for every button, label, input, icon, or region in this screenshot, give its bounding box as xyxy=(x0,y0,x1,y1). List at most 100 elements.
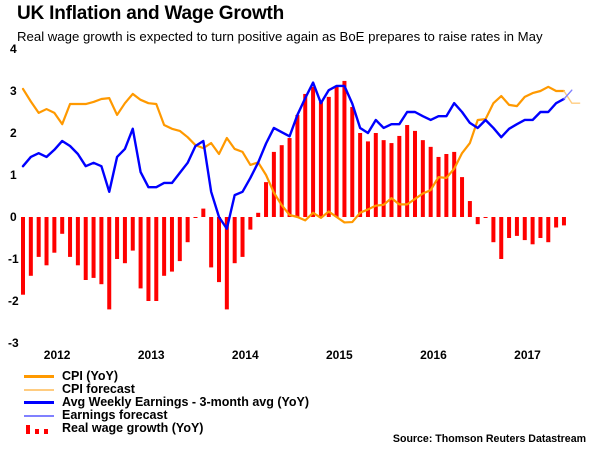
real-wage-bar xyxy=(365,141,370,217)
x-tick-label: 2015 xyxy=(326,348,353,362)
legend-label-earnings: Avg Weekly Earnings - 3-month avg (YoY) xyxy=(62,395,310,409)
y-tick-label: -2 xyxy=(8,294,19,308)
y-tick-label: 4 xyxy=(10,42,17,56)
real-wage-bars xyxy=(21,80,566,310)
real-wage-bar xyxy=(224,217,229,310)
real-wage-bar xyxy=(373,133,378,217)
x-axis-ticks: 2012 2013 2014 2015 2016 2017 xyxy=(44,348,541,362)
real-wage-bar xyxy=(75,217,80,266)
series-lines xyxy=(21,81,581,230)
real-wage-bar xyxy=(154,217,159,301)
real-wage-bar xyxy=(44,217,49,266)
source-note: Source: Thomson Reuters Datastream xyxy=(392,433,586,445)
earnings-forecast-line xyxy=(563,89,573,100)
real-wage-bar xyxy=(381,140,386,217)
real-wage-bar xyxy=(177,217,182,262)
real-wage-bar xyxy=(530,217,535,245)
real-wage-bar xyxy=(538,217,543,238)
real-wage-bar xyxy=(460,177,465,217)
real-wage-bar xyxy=(68,217,73,257)
real-wage-bar xyxy=(334,86,339,217)
real-wage-bar xyxy=(36,217,41,257)
legend-item-earnings-forecast: Earnings forecast xyxy=(22,409,309,422)
legend-label-real-wage: Real wage growth (YoY) xyxy=(62,421,204,435)
real-wage-bar xyxy=(21,217,25,295)
legend-swatch-real-wage xyxy=(22,422,54,435)
real-wage-bar xyxy=(318,101,323,217)
x-tick-label: 2017 xyxy=(514,348,541,362)
real-wage-bar xyxy=(271,151,276,217)
y-tick-label: -3 xyxy=(8,336,19,350)
real-wage-bar xyxy=(146,217,151,301)
real-wage-bar xyxy=(115,217,120,259)
real-wage-bar xyxy=(475,217,480,225)
legend-label-cpi-forecast: CPI forecast xyxy=(62,382,135,396)
real-wage-bar xyxy=(350,106,355,217)
chart-title: UK Inflation and Wage Growth xyxy=(17,3,285,24)
real-wage-bar xyxy=(491,217,496,243)
real-wage-bar xyxy=(295,114,300,217)
real-wage-bar xyxy=(554,217,559,228)
legend-label-cpi: CPI (YoY) xyxy=(62,369,119,383)
y-tick-label: 0 xyxy=(10,210,17,224)
x-tick-label: 2016 xyxy=(420,348,447,362)
real-wage-bar xyxy=(217,217,221,283)
y-tick-label: 1 xyxy=(10,168,17,182)
real-wage-bar xyxy=(138,217,143,289)
real-wage-bar xyxy=(185,217,190,243)
real-wage-bar xyxy=(232,217,237,264)
real-wage-bar xyxy=(162,217,167,276)
real-wage-bar xyxy=(248,217,253,230)
legend-swatch-earnings xyxy=(22,396,54,409)
cpi-line xyxy=(21,85,566,224)
legend-item-real-wage: Real wage growth (YoY) xyxy=(22,422,309,435)
real-wage-bar xyxy=(405,125,410,217)
real-wage-bar xyxy=(507,217,512,238)
legend-swatch-cpi xyxy=(22,370,54,383)
real-wage-bar xyxy=(342,80,347,217)
y-axis-ticks: 4 3 2 1 0 -1 -2 -3 xyxy=(8,42,19,350)
real-wage-bar xyxy=(326,96,331,217)
chart-subtitle: Real wage growth is expected to turn pos… xyxy=(17,29,543,44)
real-wage-bar xyxy=(467,201,472,217)
real-wage-bar xyxy=(389,143,394,217)
legend-label-earnings-forecast: Earnings forecast xyxy=(62,408,168,422)
real-wage-bar xyxy=(413,130,417,217)
real-wage-bar xyxy=(444,154,449,217)
real-wage-bar xyxy=(193,217,198,218)
real-wage-bar xyxy=(279,145,284,217)
y-tick-label: 2 xyxy=(10,126,17,140)
legend: CPI (YoY) CPI forecast Avg Weekly Earnin… xyxy=(22,370,309,435)
real-wage-bar xyxy=(169,217,174,272)
real-wage-bar xyxy=(546,217,551,243)
real-wage-bar xyxy=(483,217,488,218)
real-wage-bar xyxy=(397,135,402,217)
real-wage-bar xyxy=(240,217,245,257)
real-wage-bar xyxy=(436,156,441,217)
legend-item-cpi: CPI (YoY) xyxy=(22,370,309,383)
real-wage-bar xyxy=(60,217,65,234)
real-wage-bar xyxy=(107,217,112,310)
x-tick-label: 2012 xyxy=(44,348,71,362)
earnings-line xyxy=(21,81,566,230)
real-wage-bar xyxy=(287,138,292,217)
legend-item-earnings: Avg Weekly Earnings - 3-month avg (YoY) xyxy=(22,396,309,409)
real-wage-bar xyxy=(130,217,135,251)
chart-plot: 4 3 2 1 0 -1 -2 -3 2012 2013 2 0 1 4 2015 2016 2017 xyxy=(8,42,581,362)
real-wage-bar xyxy=(452,151,457,217)
real-wage-bar xyxy=(91,217,96,278)
legend-swatch-cpi-forecast xyxy=(22,383,54,396)
real-wage-bar xyxy=(303,93,308,217)
x-tick-label: 2013 xyxy=(138,348,165,362)
y-tick-label: -1 xyxy=(8,252,19,266)
legend-item-cpi-forecast: CPI forecast xyxy=(22,383,309,396)
real-wage-bar xyxy=(514,217,519,236)
real-wage-bar xyxy=(52,217,57,253)
real-wage-bar xyxy=(122,217,127,264)
real-wage-bar xyxy=(522,217,527,241)
real-wage-bar xyxy=(83,217,88,280)
real-wage-bar xyxy=(311,86,316,217)
real-wage-bar xyxy=(561,217,566,226)
real-wage-bar xyxy=(201,208,206,217)
y-tick-label: 3 xyxy=(10,84,17,98)
